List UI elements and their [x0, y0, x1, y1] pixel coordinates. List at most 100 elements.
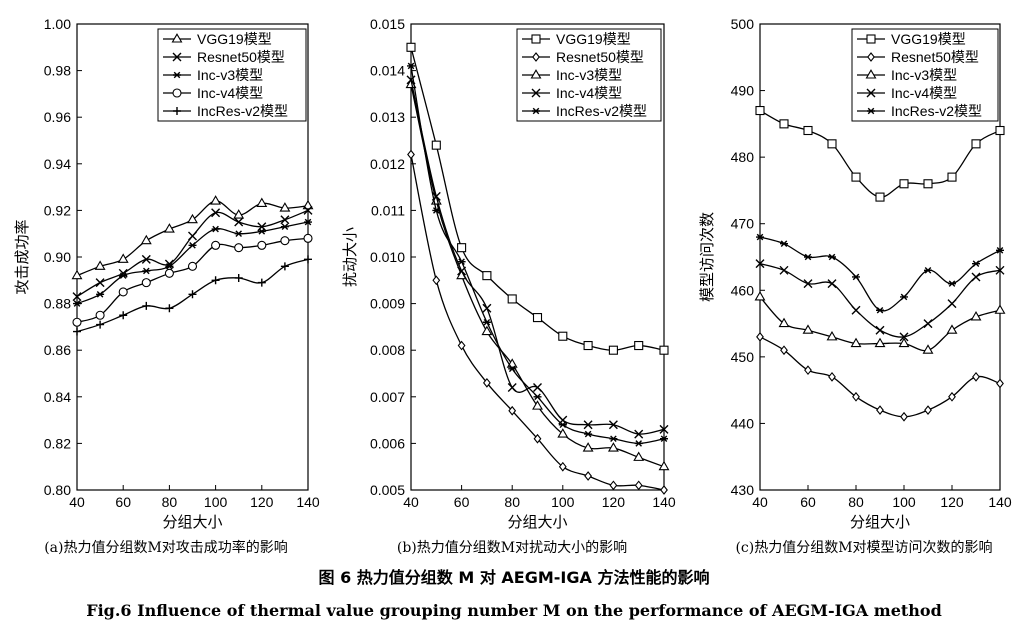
data-point [96, 320, 105, 329]
legend-label: IncRes-v2模型 [891, 103, 982, 119]
legend: VGG19模型 Resnet50模型 Inc-v3模型 Inc-v4模型 IncRes-… [851, 28, 999, 122]
data-point [947, 299, 957, 309]
data-point [165, 263, 174, 270]
x-tick-label: 120 [602, 494, 626, 510]
data-point [780, 345, 788, 356]
data-point [996, 247, 1004, 254]
data-point [780, 240, 788, 247]
y-tick-label: 0.008 [370, 342, 405, 358]
y-tick-label: 0.011 [371, 202, 405, 218]
data-point [257, 228, 266, 235]
data-point [257, 278, 266, 287]
data-point [608, 420, 618, 430]
data-point [142, 301, 151, 310]
data-point [660, 435, 668, 443]
x-tick-label: 40 [69, 494, 85, 510]
x-tick-label: 100 [204, 494, 228, 510]
data-point [659, 424, 669, 434]
legend-label: IncRes-v2模型 [556, 103, 647, 119]
data-point [507, 382, 517, 392]
data-point [607, 442, 619, 452]
y-tick-label: 0.005 [370, 482, 405, 498]
data-point [508, 405, 517, 416]
data-point [660, 485, 668, 495]
y-tick-label: 0.014 [370, 63, 405, 79]
data-point [609, 480, 618, 491]
data-point [827, 279, 837, 289]
data-point [211, 208, 221, 218]
y-tick-label: 0.015 [370, 16, 405, 32]
data-point [803, 125, 813, 136]
x-tick-label: 120 [940, 494, 964, 510]
y-tick-label: 450 [731, 349, 755, 365]
series-1 [755, 105, 1005, 202]
data-point [876, 306, 884, 314]
data-point [633, 451, 645, 461]
data-point [303, 205, 313, 215]
data-point [532, 313, 543, 323]
y-axis-label: 攻击成功率 [13, 219, 31, 294]
data-point [533, 433, 542, 444]
y-axis-label: 扰动大小 [341, 227, 359, 287]
legend-marker [866, 88, 876, 98]
legend-entry: IncRes-v2模型 [857, 103, 982, 119]
data-point [924, 405, 932, 415]
data-point [304, 255, 312, 264]
x-tick-label: 60 [800, 494, 816, 510]
data-point [234, 243, 244, 253]
series-4 [72, 233, 313, 327]
y-tick-label: 0.94 [44, 156, 71, 172]
x-axis-label: 分组大小 [507, 513, 567, 531]
data-point [659, 345, 669, 355]
data-point [280, 262, 289, 271]
data-point [533, 382, 542, 392]
data-point [948, 391, 956, 402]
y-tick-label: 1.00 [44, 16, 71, 32]
y-tick-label: 0.82 [44, 435, 71, 451]
data-point [608, 345, 618, 355]
data-point [922, 344, 934, 354]
x-axis-label: 分组大小 [162, 513, 222, 531]
data-point [119, 272, 128, 279]
legend: VGG19模型 Resnet50模型 Inc-v3模型 Inc-v4模型 IncRes-… [516, 28, 662, 122]
data-point [508, 365, 517, 373]
legend-box [516, 28, 662, 122]
data-point [557, 428, 569, 438]
data-point [779, 265, 789, 275]
data-point [583, 420, 593, 430]
x-tick-label: 40 [752, 494, 768, 510]
chart-perturbation-size: 0.005 0.006 0.007 0.008 0.009 0.010 0.011 0.012… [341, 16, 676, 556]
x-tick-label: 40 [403, 494, 419, 510]
legend-label: Inc-v4模型 [891, 85, 957, 101]
data-point [827, 139, 837, 149]
figure-title-en: Fig.6 Influence of thermal value groupin… [86, 601, 942, 620]
data-point [279, 202, 291, 212]
subplot-caption: (b)热力值分组数M对扰动大小的影响 [397, 540, 627, 556]
data-point [432, 275, 441, 286]
data-point [95, 310, 105, 320]
data-point [971, 272, 981, 282]
data-point [188, 231, 197, 241]
data-point [850, 337, 862, 348]
plot-frame [759, 23, 1001, 491]
data-point [828, 253, 836, 261]
data-point [995, 125, 1005, 136]
data-point [481, 325, 493, 336]
data-point [804, 253, 812, 261]
x-tick-label: 140 [296, 494, 320, 510]
x-tick-label: 120 [250, 494, 274, 510]
y-tick-label: 0.80 [44, 482, 71, 498]
legend-entry: IncRes-v2模型 [522, 103, 647, 119]
legend-entry: Resnet50模型 [163, 49, 285, 65]
legend-marker [865, 69, 877, 79]
legend-marker [173, 107, 181, 115]
data-point [73, 327, 81, 336]
data-point [558, 331, 568, 341]
legend-marker [171, 33, 183, 43]
data-point [95, 278, 105, 288]
legend-entry: Resnet50模型 [522, 49, 644, 65]
data-point [482, 377, 491, 388]
y-tick-label: 0.98 [44, 63, 71, 79]
y-tick-label: 490 [731, 83, 755, 99]
